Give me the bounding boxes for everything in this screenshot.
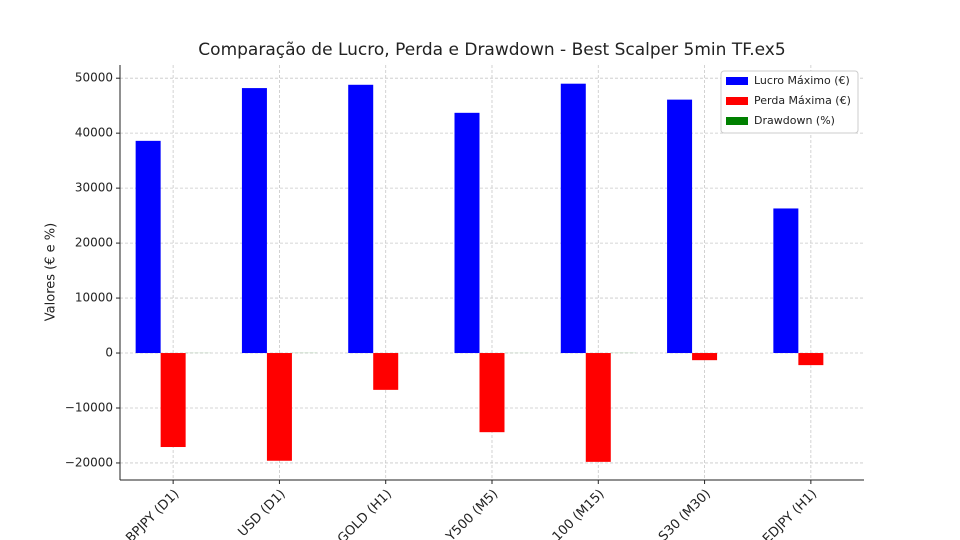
x-tick-label: BPJPY (D1) [123,487,182,540]
legend-swatch [726,97,748,105]
y-tick-label: 50000 [75,71,113,85]
bar [266,353,292,461]
bar [667,99,693,354]
bar [479,353,505,433]
legend-label: Perda Máxima (€) [754,94,851,107]
bar [560,83,586,354]
bar [373,353,399,390]
legend-swatch [726,117,748,125]
y-tick-label: 0 [105,346,113,360]
x-tick-label: GOLD (H1) [335,487,395,540]
bar [160,353,186,448]
legend-box [720,70,859,134]
bar [798,353,824,366]
y-tick-label: 10000 [75,291,113,305]
y-tick-label: −10000 [65,400,113,414]
legend-label: Drawdown (%) [754,114,835,127]
bar [773,208,799,354]
bar [135,140,161,354]
legend-label: Lucro Máximo (€) [754,74,850,87]
chart-title: Comparação de Lucro, Perda e Drawdown - … [198,40,785,60]
legend-swatch [726,77,748,85]
bar [454,112,480,354]
x-tick-label: 100 (M15) [550,487,608,540]
bar [585,353,611,462]
x-tick-label: USD (D1) [235,487,288,540]
x-tick-label: EDJPY (H1) [760,487,820,540]
y-tick-label: 20000 [75,236,113,250]
bar [348,84,374,354]
bar [692,353,718,361]
bar [241,88,267,354]
x-tick-label: Y500 (M5) [443,487,501,540]
y-tick-label: 30000 [75,181,113,195]
x-tick-label: S30 (M30) [656,487,714,540]
y-tick-label: −20000 [65,455,113,469]
y-tick-label: 40000 [75,126,113,140]
y-axis-label: Valores (€ e %) [44,223,59,321]
